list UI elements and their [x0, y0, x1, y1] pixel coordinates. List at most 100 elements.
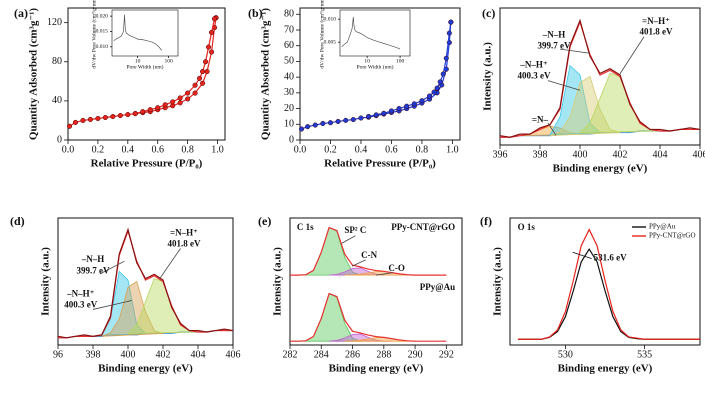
plot-frame [299, 7, 461, 141]
data-line [290, 292, 447, 342]
marker [203, 59, 209, 65]
marker [437, 79, 443, 85]
x-axis-label: Binding energy (eV) [98, 363, 193, 375]
marker [95, 115, 101, 122]
x-tick-label: 1.0 [211, 144, 224, 155]
y-tick-label: 40 [52, 95, 62, 106]
marker [192, 82, 198, 88]
marker [200, 69, 206, 75]
marker [366, 113, 372, 119]
y-tick-label: 50 [284, 56, 294, 67]
annotation: PPy@Au [420, 282, 455, 292]
x-tick-label: 288 [376, 349, 391, 360]
x-tick-label: 0.4 [355, 144, 368, 155]
annotation: SP² C [344, 225, 366, 235]
marker [204, 69, 210, 75]
marker [443, 55, 449, 61]
y-axis-label: dV/dw Pore Volume (cm³/g·nm) [90, 0, 97, 69]
marker [102, 114, 108, 121]
marker [373, 112, 379, 118]
panel-label: (f) [480, 214, 492, 228]
marker [208, 29, 215, 35]
x-tick-label: 406 [226, 349, 241, 360]
marker [419, 98, 425, 104]
y-tick-label: 40 [284, 71, 294, 82]
x-tick-label: 530 [558, 349, 573, 360]
y-tick-label: 0 [57, 134, 62, 145]
marker [185, 90, 191, 96]
annotation: –N–H [81, 254, 105, 264]
marker [170, 99, 176, 105]
plot-frame [289, 217, 463, 346]
arrow [619, 36, 645, 74]
plot-frame [57, 217, 234, 346]
y-tick-label: 0.020 [96, 13, 109, 19]
x-tick-label: 0.4 [122, 144, 135, 155]
x-tick-label: 286 [345, 349, 360, 360]
annotation: PPy-CNT@rGO [391, 222, 455, 232]
marker [350, 117, 356, 123]
plot-frame [111, 9, 179, 57]
marker [80, 117, 86, 123]
y-axis-label: Intensity (a.u.) [40, 247, 52, 316]
marker [381, 110, 387, 116]
y-tick-label: 80 [52, 56, 62, 67]
marker [211, 16, 218, 22]
x-tick-label: 400 [121, 349, 136, 360]
x-tick-label: 396 [493, 149, 508, 160]
annotation: 399.7 eV [538, 40, 571, 50]
x-tick-label: 290 [408, 349, 423, 360]
annotation: 531.6 eV [594, 253, 627, 263]
marker [327, 120, 334, 126]
x-tick-label: 0.2 [324, 144, 337, 155]
y-axis-label: Intensity (a.u.) [492, 247, 504, 316]
x-tick-label: 100 [165, 58, 174, 64]
y-tick-label: 60 [284, 40, 294, 51]
panel-label: (d) [10, 214, 25, 228]
arrow [99, 260, 125, 275]
y-tick-label: 120 [47, 17, 62, 28]
plot-frame [67, 7, 226, 141]
marker [200, 80, 206, 86]
x-tick-label: 398 [86, 349, 101, 360]
panel-label: (e) [258, 214, 271, 228]
plot-frame [509, 217, 701, 346]
marker [208, 49, 215, 55]
x-tick-label: 404 [653, 149, 668, 160]
marker [448, 19, 454, 25]
y-axis-label: Intensity (a.u.) [482, 42, 494, 111]
marker [87, 116, 93, 123]
data-line [57, 227, 234, 339]
y-tick-label: 0.010 [96, 44, 109, 50]
y-tick-label: 30 [284, 87, 294, 98]
marker [117, 113, 123, 119]
y-tick-label: 20 [284, 103, 294, 114]
y-tick-label: 0.005 [324, 39, 337, 45]
x-axis-label: Relative Pressure (P/P₀) [91, 158, 203, 170]
y-tick-label: 10 [284, 119, 294, 130]
x-tick-label: 10 [135, 58, 141, 64]
marker [305, 124, 311, 130]
x-tick-label: 284 [314, 349, 329, 360]
marker [177, 100, 183, 106]
marker [177, 95, 183, 101]
x-tick-label: 10 [364, 58, 370, 64]
y-tick-label: 80 [284, 9, 294, 20]
arrow [572, 251, 592, 260]
data-line [341, 16, 401, 50]
annotation: 400.3 eV [518, 71, 551, 81]
x-axis-label: Relative Pressure (P/P₀) [324, 158, 436, 170]
x-axis-label: Pore Width (nm) [357, 63, 394, 70]
x-tick-label: 400 [573, 149, 588, 160]
arrow [351, 259, 366, 267]
marker [110, 113, 116, 120]
marker [388, 108, 394, 114]
marker [197, 75, 203, 81]
annotation: =N–H⁺ [642, 16, 670, 26]
marker [431, 89, 437, 95]
x-tick-label: 292 [439, 349, 454, 360]
y-axis-label: dV/dw Pore Volume (cm³/g·nm) [318, 0, 325, 69]
y-axis-label: Quantity Adsorbed (cm³g⁻¹) [28, 8, 40, 141]
x-tick-label: 535 [637, 349, 652, 360]
